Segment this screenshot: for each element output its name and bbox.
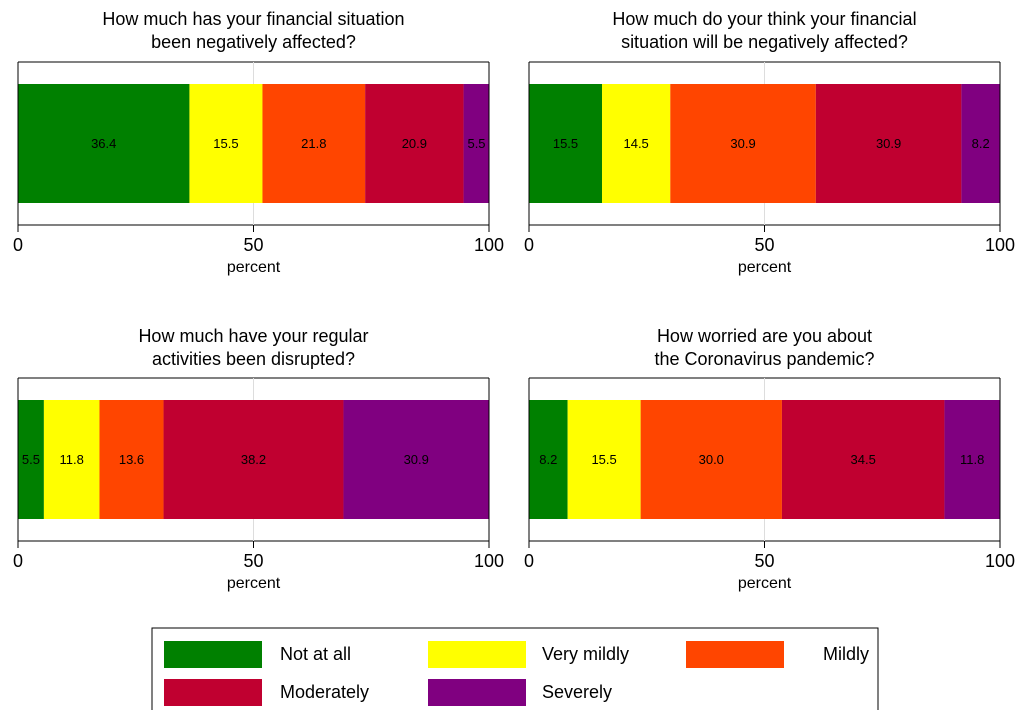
chart-title: How much do your think your financial sit…: [612, 9, 916, 52]
x-axis-label: percent: [738, 259, 792, 276]
legend-swatch: [428, 679, 526, 706]
bar-segment: [463, 84, 490, 203]
bar-segment: [815, 84, 962, 203]
data-label: 15.5: [213, 136, 238, 151]
bar-segment: [640, 400, 782, 519]
bar-segment: [944, 400, 1000, 519]
legend-label: Not at all: [280, 644, 351, 664]
bar-segment: [163, 400, 344, 519]
x-tick-label: 0: [524, 551, 534, 571]
legend-label: Very mildly: [542, 644, 629, 664]
data-label: 8.2: [972, 136, 990, 151]
data-label: 14.5: [623, 136, 648, 151]
data-label: 21.8: [301, 136, 326, 151]
chart-title: How much has your financial situation bee…: [102, 9, 404, 52]
legend-swatch: [428, 641, 526, 668]
bar-segment: [18, 84, 190, 203]
bar-segment: [343, 400, 489, 519]
x-axis-label: percent: [738, 575, 792, 592]
x-tick-label: 50: [243, 551, 263, 571]
bar-segment: [670, 84, 816, 203]
data-label: 30.9: [876, 136, 901, 151]
bar-segment: [529, 400, 568, 519]
bar-segment: [567, 400, 641, 519]
x-axis-label: percent: [227, 575, 281, 592]
data-label: 30.0: [699, 452, 724, 467]
chart-title: How worried are you about the Coronavirus…: [654, 326, 874, 369]
data-label: 34.5: [851, 452, 876, 467]
legend-swatch: [164, 679, 262, 706]
bar-segment: [365, 84, 464, 203]
x-tick-label: 0: [13, 235, 23, 255]
bar-segment: [781, 400, 945, 519]
x-tick-label: 50: [243, 235, 263, 255]
bar-segment: [189, 84, 263, 203]
legend-label: Moderately: [280, 682, 369, 702]
data-label: 36.4: [91, 136, 116, 151]
legend-swatch: [164, 641, 262, 668]
data-label: 5.5: [467, 136, 485, 151]
data-label: 11.8: [960, 452, 984, 467]
bar-segment: [262, 84, 366, 203]
x-tick-label: 0: [524, 235, 534, 255]
chart-title: How much have your regular activities bee…: [138, 326, 368, 369]
x-tick-label: 0: [13, 551, 23, 571]
legend-label: Severely: [542, 682, 612, 702]
bar-segment: [43, 400, 100, 519]
data-label: 5.5: [22, 452, 40, 467]
bar-segment: [529, 84, 603, 203]
x-tick-label: 100: [474, 551, 504, 571]
data-label: 30.9: [404, 452, 429, 467]
x-tick-label: 50: [754, 551, 774, 571]
bar-segment: [18, 400, 44, 519]
data-label: 15.5: [591, 452, 616, 467]
data-label: 8.2: [539, 452, 557, 467]
x-axis-label: percent: [227, 259, 281, 276]
data-label: 11.8: [60, 452, 84, 467]
x-tick-label: 100: [985, 235, 1015, 255]
legend-label: Mildly: [823, 644, 869, 664]
x-tick-label: 100: [985, 551, 1015, 571]
legend-swatch: [686, 641, 784, 668]
data-label: 38.2: [241, 452, 266, 467]
data-label: 15.5: [553, 136, 578, 151]
data-label: 30.9: [730, 136, 755, 151]
data-label: 13.6: [119, 452, 144, 467]
bar-segment: [602, 84, 671, 203]
bar-segment: [961, 84, 1000, 203]
bar-segment: [99, 400, 164, 519]
x-tick-label: 50: [754, 235, 774, 255]
data-label: 20.9: [402, 136, 427, 151]
x-tick-label: 100: [474, 235, 504, 255]
